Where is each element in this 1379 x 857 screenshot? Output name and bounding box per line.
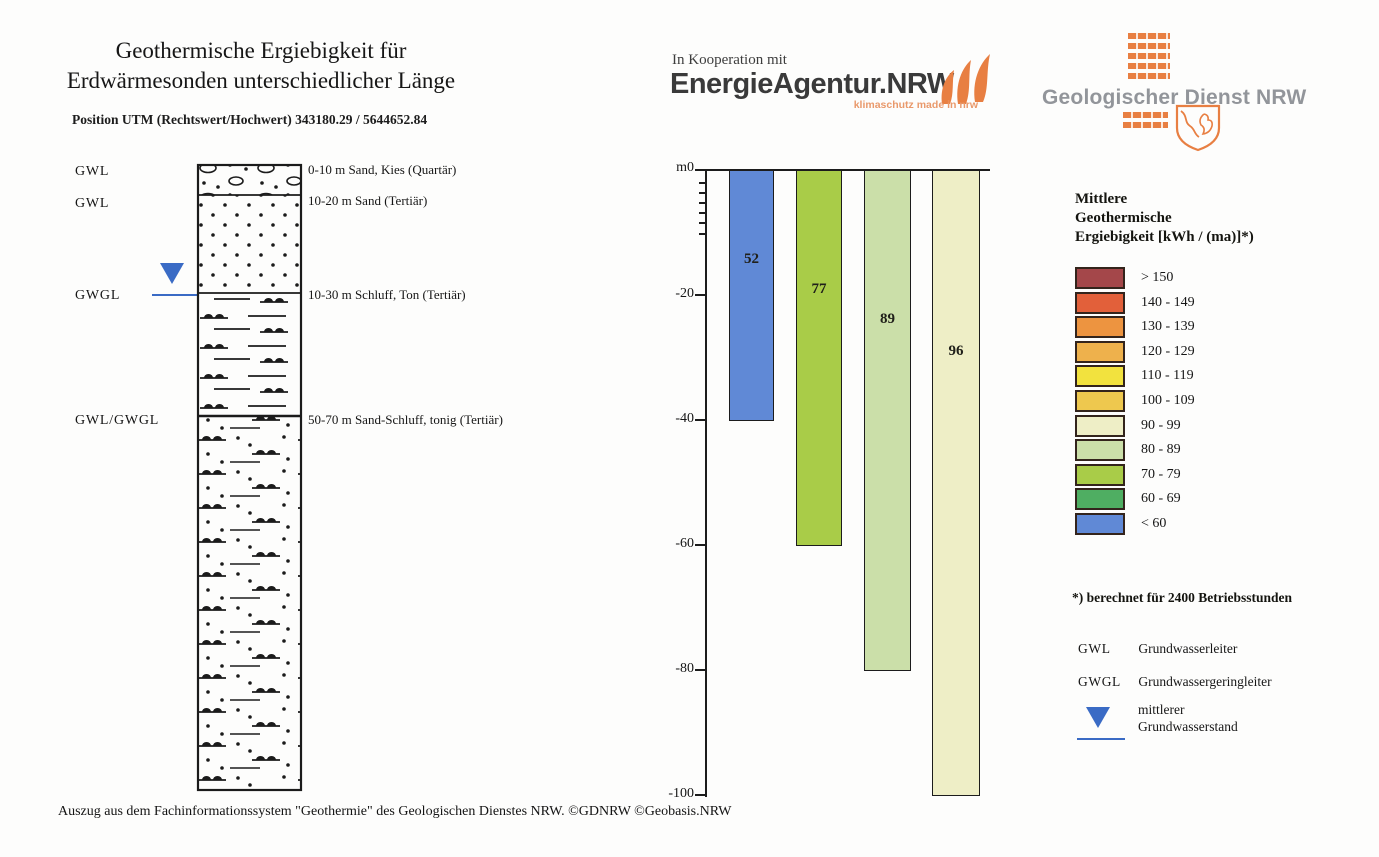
legend-footnote: *) berechnet für 2400 Betriebsstunden: [1072, 590, 1292, 605]
chart-top-axis: [705, 169, 990, 171]
gw-label-layer1: GWL: [75, 164, 110, 179]
legend-swatch: [1075, 414, 1125, 437]
legend-entry: 60 - 69: [1075, 488, 1195, 511]
y-major-tick: [695, 419, 705, 421]
legend-entry: > 150: [1075, 267, 1195, 289]
y-minor-tick: [699, 192, 705, 194]
legend: > 150 140 - 149 130 - 139 120 - 129 110 …: [1075, 267, 1195, 535]
water-table-legend-line: [1077, 738, 1125, 740]
nrw-crest-icon: [1175, 104, 1221, 152]
gw-label-layer4: GWL/GWGL: [75, 413, 160, 428]
legend-entry: 120 - 129: [1075, 340, 1195, 363]
layer-desc-4: 50-70 m Sand-Schluff, tonig (Tertiär): [308, 412, 503, 427]
legend-title: Mittlere Geothermische Ergiebigkeit [kWh…: [1075, 190, 1254, 247]
legend-title-line1: Mittlere: [1075, 191, 1128, 207]
legend-swatch: [1075, 512, 1125, 535]
position-utm: Position UTM (Rechtswert/Hochwert) 34318…: [72, 112, 428, 127]
bar-sonde-100m: 96: [932, 170, 980, 796]
legend-entry: 80 - 89: [1075, 439, 1195, 462]
abbr-gwl: GWL Grundwasserleiter: [1078, 641, 1238, 656]
page-title-line2: Erdwärmesonden unterschiedlicher Länge: [66, 68, 456, 93]
ytick--20: -20: [675, 286, 694, 301]
gw-label-layer2: GWL: [75, 196, 110, 211]
bar-sonde-60m: 77: [796, 170, 842, 546]
layer-desc-3: 10-30 m Schluff, Ton (Tertiär): [308, 287, 466, 302]
bar-value-80m: 89: [880, 311, 895, 327]
layer-gravel-sand: [198, 165, 301, 195]
ytick--80: -80: [675, 661, 694, 676]
gd-logo-bar: [1128, 53, 1170, 59]
legend-swatch: [1075, 488, 1125, 511]
y-major-tick: [695, 669, 705, 671]
water-table-icon: [160, 263, 184, 284]
bar-value-40m: 52: [744, 251, 759, 267]
y-major-tick: [695, 794, 705, 796]
legend-swatch: [1075, 365, 1125, 388]
layer-sand: [198, 195, 301, 293]
gd-logo-bar: [1123, 112, 1168, 118]
gd-logo-bar: [1123, 122, 1168, 128]
bar-value-60m: 77: [811, 281, 827, 297]
bar-sonde-80m: 89: [864, 170, 911, 671]
legend-swatch: [1075, 340, 1125, 363]
legend-swatch: [1075, 291, 1125, 314]
water-table-legend-icon: [1086, 707, 1110, 728]
legend-entry: 140 - 149: [1075, 291, 1195, 314]
page-title-line1: Geothermische Ergiebigkeit für: [115, 38, 407, 63]
y-minor-tick: [699, 222, 705, 224]
gw-label-layer3: GWGL: [75, 288, 121, 303]
y-major-tick: [695, 294, 705, 296]
bar-sonde-40m: 52: [729, 170, 774, 421]
source-note: Auszug aus dem Fachinformationssystem "G…: [58, 804, 732, 819]
legend-swatch: [1075, 316, 1125, 339]
ytick--60: -60: [675, 536, 694, 551]
page-title: Geothermische Ergiebigkeit für Erdwärmes…: [58, 36, 464, 96]
legend-entry: 110 - 119: [1075, 365, 1195, 388]
legend-swatch: [1075, 389, 1125, 412]
ytick-m0: m0: [676, 160, 694, 175]
layer-sand-silt: [198, 416, 301, 790]
gd-nrw-logo: Geologischer Dienst NRW: [1042, 86, 1307, 109]
y-minor-tick: [699, 202, 705, 204]
borehole-column-graphic: [196, 163, 303, 792]
gd-logo-bar: [1128, 63, 1170, 69]
legend-title-line3: Ergiebigkeit [kWh / (ma)]*): [1075, 229, 1254, 245]
y-minor-tick: [699, 182, 705, 184]
legend-entry: 90 - 99: [1075, 414, 1195, 437]
flame-icon: [941, 54, 990, 104]
ytick--40: -40: [675, 411, 694, 426]
y-major-tick: [695, 169, 705, 171]
water-table-line: [152, 294, 198, 296]
energieagentur-tagline: klimaschutz made in nrw: [853, 99, 978, 111]
legend-entry: < 60: [1075, 512, 1195, 535]
bar-value-100m: 96: [948, 343, 964, 359]
layer-desc-1: 0-10 m Sand, Kies (Quartär): [308, 162, 457, 177]
layer-silt-clay: [198, 293, 301, 416]
legend-entry: 70 - 79: [1075, 463, 1195, 486]
gd-logo-bar: [1128, 43, 1170, 49]
abbr-gwgl: GWGL Grundwassergeringleiter: [1078, 674, 1272, 689]
legend-swatch: [1075, 439, 1125, 462]
y-minor-tick: [699, 233, 705, 235]
legend-entry: 100 - 109: [1075, 389, 1195, 412]
kooperation-text: In Kooperation mit: [672, 52, 787, 68]
y-minor-tick: [699, 212, 705, 214]
energieagentur-logo: EnergieAgentur.NRW: [670, 68, 954, 100]
gd-logo-bar: [1128, 33, 1170, 39]
gd-logo-bar: [1128, 73, 1170, 79]
column-outline: [196, 163, 303, 792]
legend-swatch: [1075, 463, 1125, 486]
ytick--100: -100: [668, 786, 694, 801]
layer-desc-2: 10-20 m Sand (Tertiär): [308, 193, 428, 208]
legend-entry: 130 - 139: [1075, 316, 1195, 339]
legend-swatch: [1075, 267, 1125, 289]
water-table-legend-label: mittlerer Grundwasserstand: [1138, 702, 1238, 734]
legend-title-line2: Geothermische: [1075, 210, 1172, 226]
chart-y-axis: [705, 169, 707, 797]
y-major-tick: [695, 544, 705, 546]
